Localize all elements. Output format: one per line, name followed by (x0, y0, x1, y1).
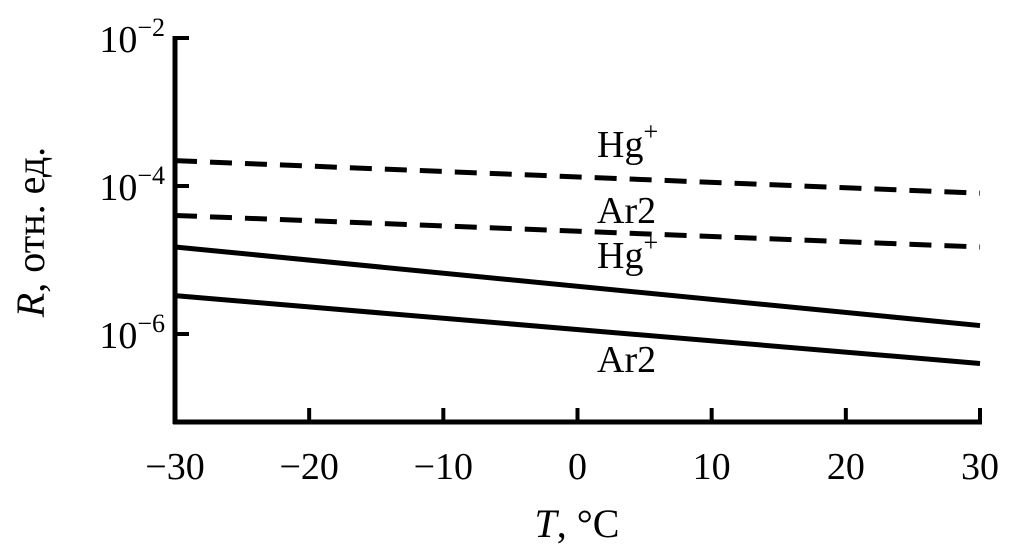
x-tick-label: −10 (414, 446, 473, 488)
series-label-3: Hg+ (597, 228, 658, 277)
series-label-2: Ar2 (597, 190, 656, 232)
y-axis-title-var: R (8, 293, 53, 318)
y-tick-base: 10 (99, 167, 137, 209)
x-tick-label: −20 (279, 446, 338, 488)
y-axis-title: R, отн. ед. (8, 147, 53, 318)
x-tick-label: 10 (693, 446, 731, 488)
series-label-superscript: + (643, 117, 658, 146)
x-axis-title: T, °C (535, 501, 620, 546)
series-label-4: Ar2 (597, 339, 656, 381)
y-tick-label: 10−6 (99, 309, 165, 357)
y-axis-title-unit: , отн. ед. (8, 147, 53, 293)
x-tick-label: −30 (145, 446, 204, 488)
y-tick-exponent: −2 (137, 13, 165, 42)
series-line-2 (174, 212, 981, 250)
series-label-base: Ar2 (597, 190, 656, 232)
x-axis-title-var: T (535, 501, 560, 546)
x-tick-label: 20 (827, 446, 865, 488)
series-line-3 (174, 244, 981, 329)
y-tick-base: 10 (99, 315, 137, 357)
series-line-4 (174, 293, 981, 366)
x-axis-title-unit: , °C (557, 501, 620, 546)
series-label-base: Ar2 (597, 339, 656, 381)
series-label-base: Hg (597, 124, 643, 166)
series-line-1 (174, 158, 981, 196)
y-tick-exponent: −4 (137, 161, 165, 190)
series-label-superscript: + (643, 228, 658, 257)
x-tick-label: 0 (568, 446, 587, 488)
series-layer (174, 158, 981, 366)
y-tick-exponent: −6 (137, 309, 165, 338)
series-label-1: Hg+ (597, 117, 658, 166)
y-tick-label: 10−2 (99, 13, 165, 61)
y-tick-base: 10 (99, 19, 137, 61)
x-tick-label: 30 (961, 446, 999, 488)
series-label-base: Hg (597, 235, 643, 277)
y-tick-label: 10−4 (99, 161, 165, 209)
